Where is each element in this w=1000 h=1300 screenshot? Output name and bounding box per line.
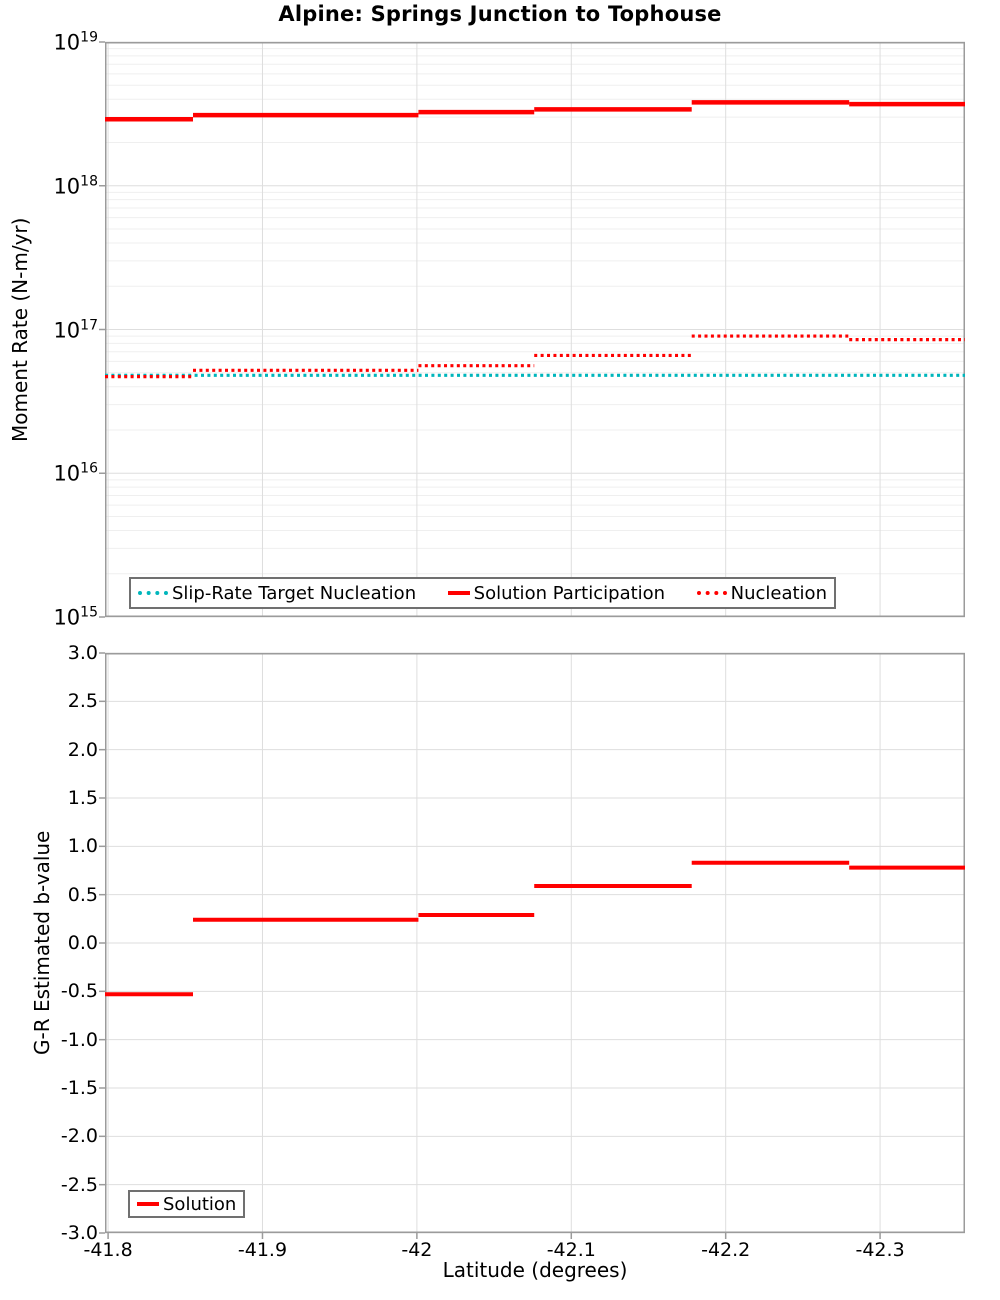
y-tick-label: 1.5 — [67, 787, 98, 809]
y-tick-label: -2.0 — [60, 1125, 98, 1148]
y-tick-label: -1.5 — [60, 1077, 98, 1099]
b-value-chart — [99, 652, 965, 1239]
x-tick-label: -42.3 — [855, 1239, 905, 1261]
legend-entry-slip-rate-target-nucleation: Slip-Rate Target Nucleation — [138, 583, 416, 604]
x-tick-label: -41.8 — [83, 1239, 133, 1261]
b-value-legend: Solution — [128, 1190, 246, 1218]
moment-rate-chart — [99, 41, 965, 618]
axis-border — [105, 42, 965, 617]
x-tick-label: -41.9 — [237, 1239, 288, 1261]
legend-label: Solution — [163, 1193, 237, 1215]
moment-rate-plot-area — [99, 41, 965, 618]
axis-border — [105, 653, 965, 1233]
x-tick-label: -42.2 — [701, 1239, 751, 1261]
y-tick-label: 0.0 — [67, 932, 98, 954]
moment-rate-legend: Slip-Rate Target Nucleation Solution Part… — [129, 577, 836, 609]
y-tick-label: 0.5 — [67, 883, 98, 906]
y-tick-label: 1016 — [53, 460, 98, 486]
y-tick-label: 1015 — [53, 604, 98, 630]
x-axis-label: Latitude (degrees) — [442, 1258, 628, 1282]
y-tick-label: 1017 — [53, 317, 98, 342]
y-tick-label: -2.5 — [60, 1173, 98, 1196]
y-tick-label: 3.0 — [67, 642, 98, 664]
legend-label: Solution Participation — [473, 582, 666, 604]
legend-entry-solution: Solution — [137, 1194, 236, 1215]
legend-line-sample-dotted — [696, 591, 727, 595]
y-tick-label: 1.0 — [67, 835, 98, 858]
x-tick-label: -42.1 — [546, 1239, 596, 1261]
y-tick-label: 1018 — [53, 173, 98, 199]
legend-entry-solution-participation: Solution Participation — [447, 582, 666, 604]
legend-entry-nucleation: Nucleation — [696, 582, 827, 604]
legend-line-sample-dotted — [138, 591, 168, 595]
chart-title: Alpine: Springs Junction to Tophouse — [278, 2, 722, 26]
x-tick-label: -42 — [401, 1239, 433, 1261]
legend-label: Slip-Rate Target Nucleation — [172, 582, 417, 604]
y-tick-label: 1019 — [53, 29, 98, 55]
y-tick-label: 2.0 — [67, 738, 98, 761]
y-tick-label: -1.0 — [60, 1028, 98, 1051]
legend-line-sample-solid — [447, 591, 470, 595]
legend-line-sample-solid — [137, 1202, 159, 1206]
y-tick-label: 2.5 — [67, 690, 98, 713]
legend-label: Nucleation — [730, 582, 827, 604]
y-tick-label: -3.0 — [60, 1222, 98, 1244]
y-tick-label: -0.5 — [60, 980, 98, 1003]
b-value-plot-area — [99, 652, 965, 1239]
